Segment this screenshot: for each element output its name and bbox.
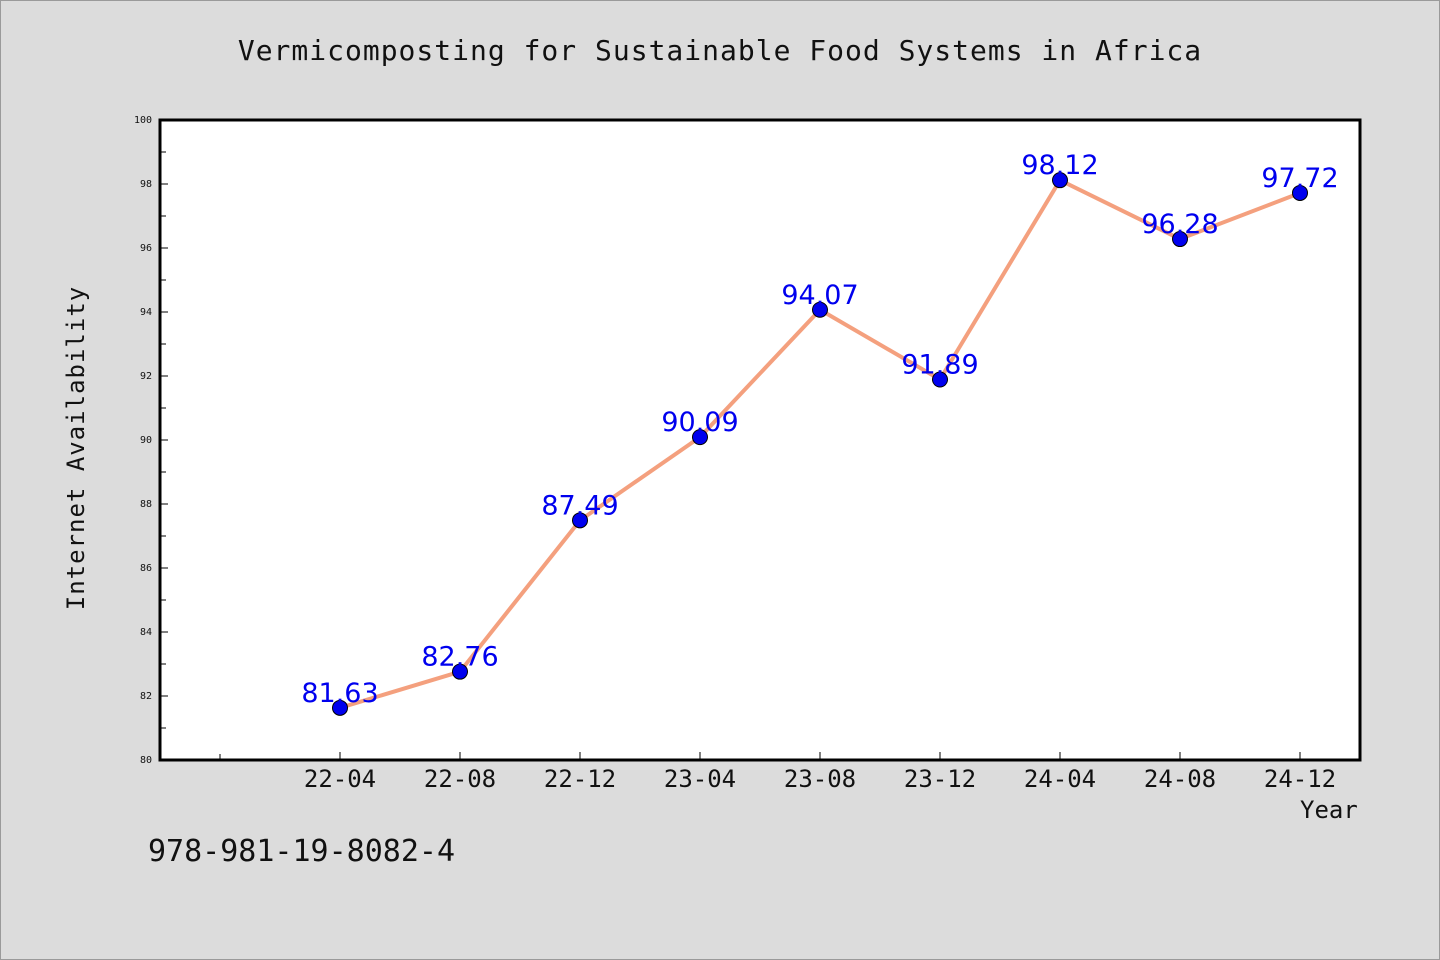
data-label: 81.63	[301, 678, 378, 709]
data-point-marker	[1052, 172, 1068, 189]
data-label: 98.12	[1021, 150, 1098, 181]
data-point-marker	[932, 371, 948, 388]
y-tick-label: 96	[140, 243, 152, 254]
data-point-marker	[812, 301, 828, 318]
y-tick-label: 82	[140, 691, 152, 702]
x-tick-label: 22-04	[304, 765, 376, 793]
y-tick-label: 94	[140, 307, 152, 318]
x-tick-label: 23-04	[664, 765, 736, 793]
y-tick-label: 86	[140, 563, 152, 574]
x-tick-label: 22-12	[544, 765, 616, 793]
series-layer: 81.63 82.76 87.49 90.09 94.07 91.89 98.12 96.28…	[301, 150, 1339, 716]
x-axis-label: Year	[1300, 796, 1358, 824]
x-tick-label: 23-08	[784, 765, 856, 793]
data-label: 91.89	[901, 350, 978, 381]
y-tick-label: 90	[140, 435, 152, 446]
y-tick-label: 98	[140, 179, 152, 190]
data-label: 94.07	[781, 280, 858, 311]
y-tick-label: 100	[134, 115, 152, 126]
x-tick-label: 23-12	[904, 765, 976, 793]
chart-title: Vermicomposting for Sustainable Food Sys…	[237, 34, 1203, 67]
data-point-marker	[452, 663, 468, 680]
x-tick-label: 22-08	[424, 765, 496, 793]
x-tick-label: 24-08	[1144, 765, 1216, 793]
x-tick-label: 24-04	[1024, 765, 1096, 793]
y-tick-label: 92	[140, 371, 152, 382]
y-tick-label: 88	[140, 499, 152, 510]
data-point-marker	[572, 512, 588, 529]
data-label: 97.72	[1261, 163, 1338, 194]
data-label: 90.09	[661, 407, 738, 438]
plot-area	[158, 118, 1362, 762]
y-axis-ticks: 80 82 84 86 88 90 92 94 96 98 100	[134, 115, 168, 766]
x-axis-ticks: 22-04 22-08 22-12 23-04 23-08 23-12 24-04 24-08…	[219, 752, 1336, 793]
x-tick-label: 24-12	[1264, 765, 1336, 793]
isbn-footnote: 978-981-19-8082-4	[148, 834, 456, 869]
y-tick-label: 80	[140, 755, 152, 766]
data-point-marker	[1292, 184, 1308, 201]
data-label: 82.76	[421, 642, 498, 673]
data-point-marker	[692, 429, 708, 446]
data-point-marker	[332, 699, 348, 716]
data-point-marker	[1172, 231, 1188, 248]
y-tick-label: 84	[140, 627, 152, 638]
data-label: 87.49	[541, 490, 618, 521]
data-label: 96.28	[1141, 209, 1218, 240]
